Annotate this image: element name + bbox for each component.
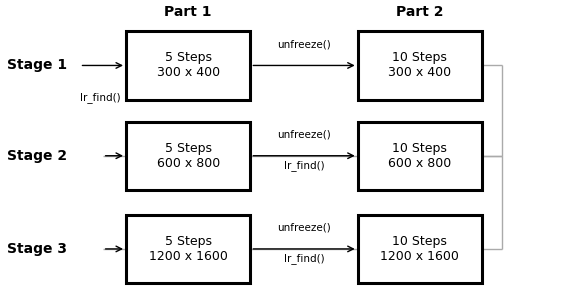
- Text: 5 Steps
1200 x 1600: 5 Steps 1200 x 1600: [149, 235, 228, 263]
- Text: 10 Steps
1200 x 1600: 10 Steps 1200 x 1600: [381, 235, 459, 263]
- Text: 5 Steps
300 x 400: 5 Steps 300 x 400: [157, 51, 220, 79]
- Text: lr_find(): lr_find(): [283, 160, 324, 171]
- Text: Stage 3: Stage 3: [7, 242, 67, 256]
- FancyBboxPatch shape: [357, 121, 482, 190]
- Text: 10 Steps
300 x 400: 10 Steps 300 x 400: [388, 51, 452, 79]
- FancyBboxPatch shape: [126, 215, 250, 283]
- Text: unfreeze(): unfreeze(): [277, 130, 331, 140]
- Text: Stage 1: Stage 1: [7, 59, 68, 72]
- Text: lr_find(): lr_find(): [80, 92, 120, 103]
- FancyBboxPatch shape: [357, 31, 482, 100]
- FancyBboxPatch shape: [126, 121, 250, 190]
- Text: Part 1: Part 1: [165, 5, 212, 19]
- Text: lr_find(): lr_find(): [283, 253, 324, 264]
- Text: 10 Steps
600 x 800: 10 Steps 600 x 800: [388, 142, 452, 170]
- FancyBboxPatch shape: [126, 31, 250, 100]
- Text: 5 Steps
600 x 800: 5 Steps 600 x 800: [157, 142, 220, 170]
- Text: unfreeze(): unfreeze(): [277, 39, 331, 49]
- Text: unfreeze(): unfreeze(): [277, 223, 331, 233]
- FancyBboxPatch shape: [357, 215, 482, 283]
- Text: Part 2: Part 2: [396, 5, 443, 19]
- Text: Stage 2: Stage 2: [7, 149, 68, 163]
